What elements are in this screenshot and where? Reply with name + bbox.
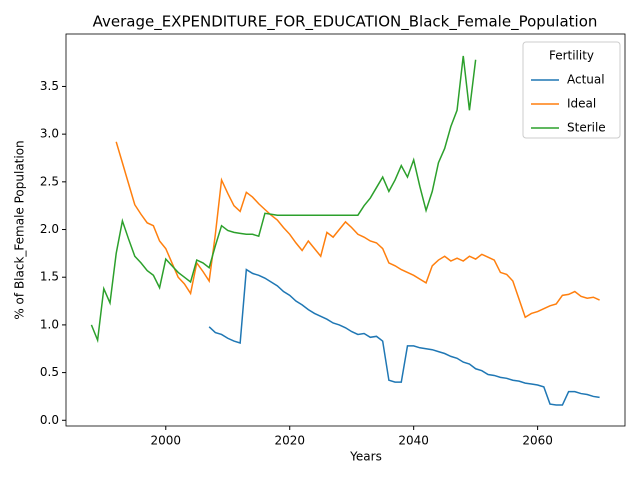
y-tick-label: 1.0 — [40, 317, 59, 331]
legend-title: Fertility — [549, 49, 594, 63]
line-series — [208, 268, 600, 406]
y-tick-label: 0.0 — [40, 413, 59, 427]
y-axis-label: % of Black_Female Population — [13, 140, 27, 319]
y-tick-label: 1.5 — [40, 270, 59, 284]
line-series — [115, 141, 600, 319]
legend-box — [522, 41, 621, 139]
x-axis-label: Years — [349, 450, 382, 464]
y-tick-label: 3.0 — [40, 127, 59, 141]
legend-label: Sterile — [567, 121, 606, 135]
x-tick-label: 2040 — [398, 434, 429, 448]
x-tick-label: 2060 — [522, 434, 553, 448]
chart-title: Average_EXPENDITURE_FOR_EDUCATION_Black_… — [93, 13, 598, 32]
y-tick-label: 2.0 — [40, 222, 59, 236]
legend-label: Ideal — [567, 97, 596, 111]
x-tick-label: 2020 — [274, 434, 305, 448]
y-tick-label: 2.5 — [40, 174, 59, 188]
legend-label: Actual — [567, 73, 605, 87]
x-tick-label: 2000 — [151, 434, 182, 448]
plot-frame — [65, 33, 626, 427]
y-tick-label: 3.5 — [40, 79, 59, 93]
line-series — [90, 55, 477, 344]
y-tick-label: 0.5 — [40, 365, 59, 379]
